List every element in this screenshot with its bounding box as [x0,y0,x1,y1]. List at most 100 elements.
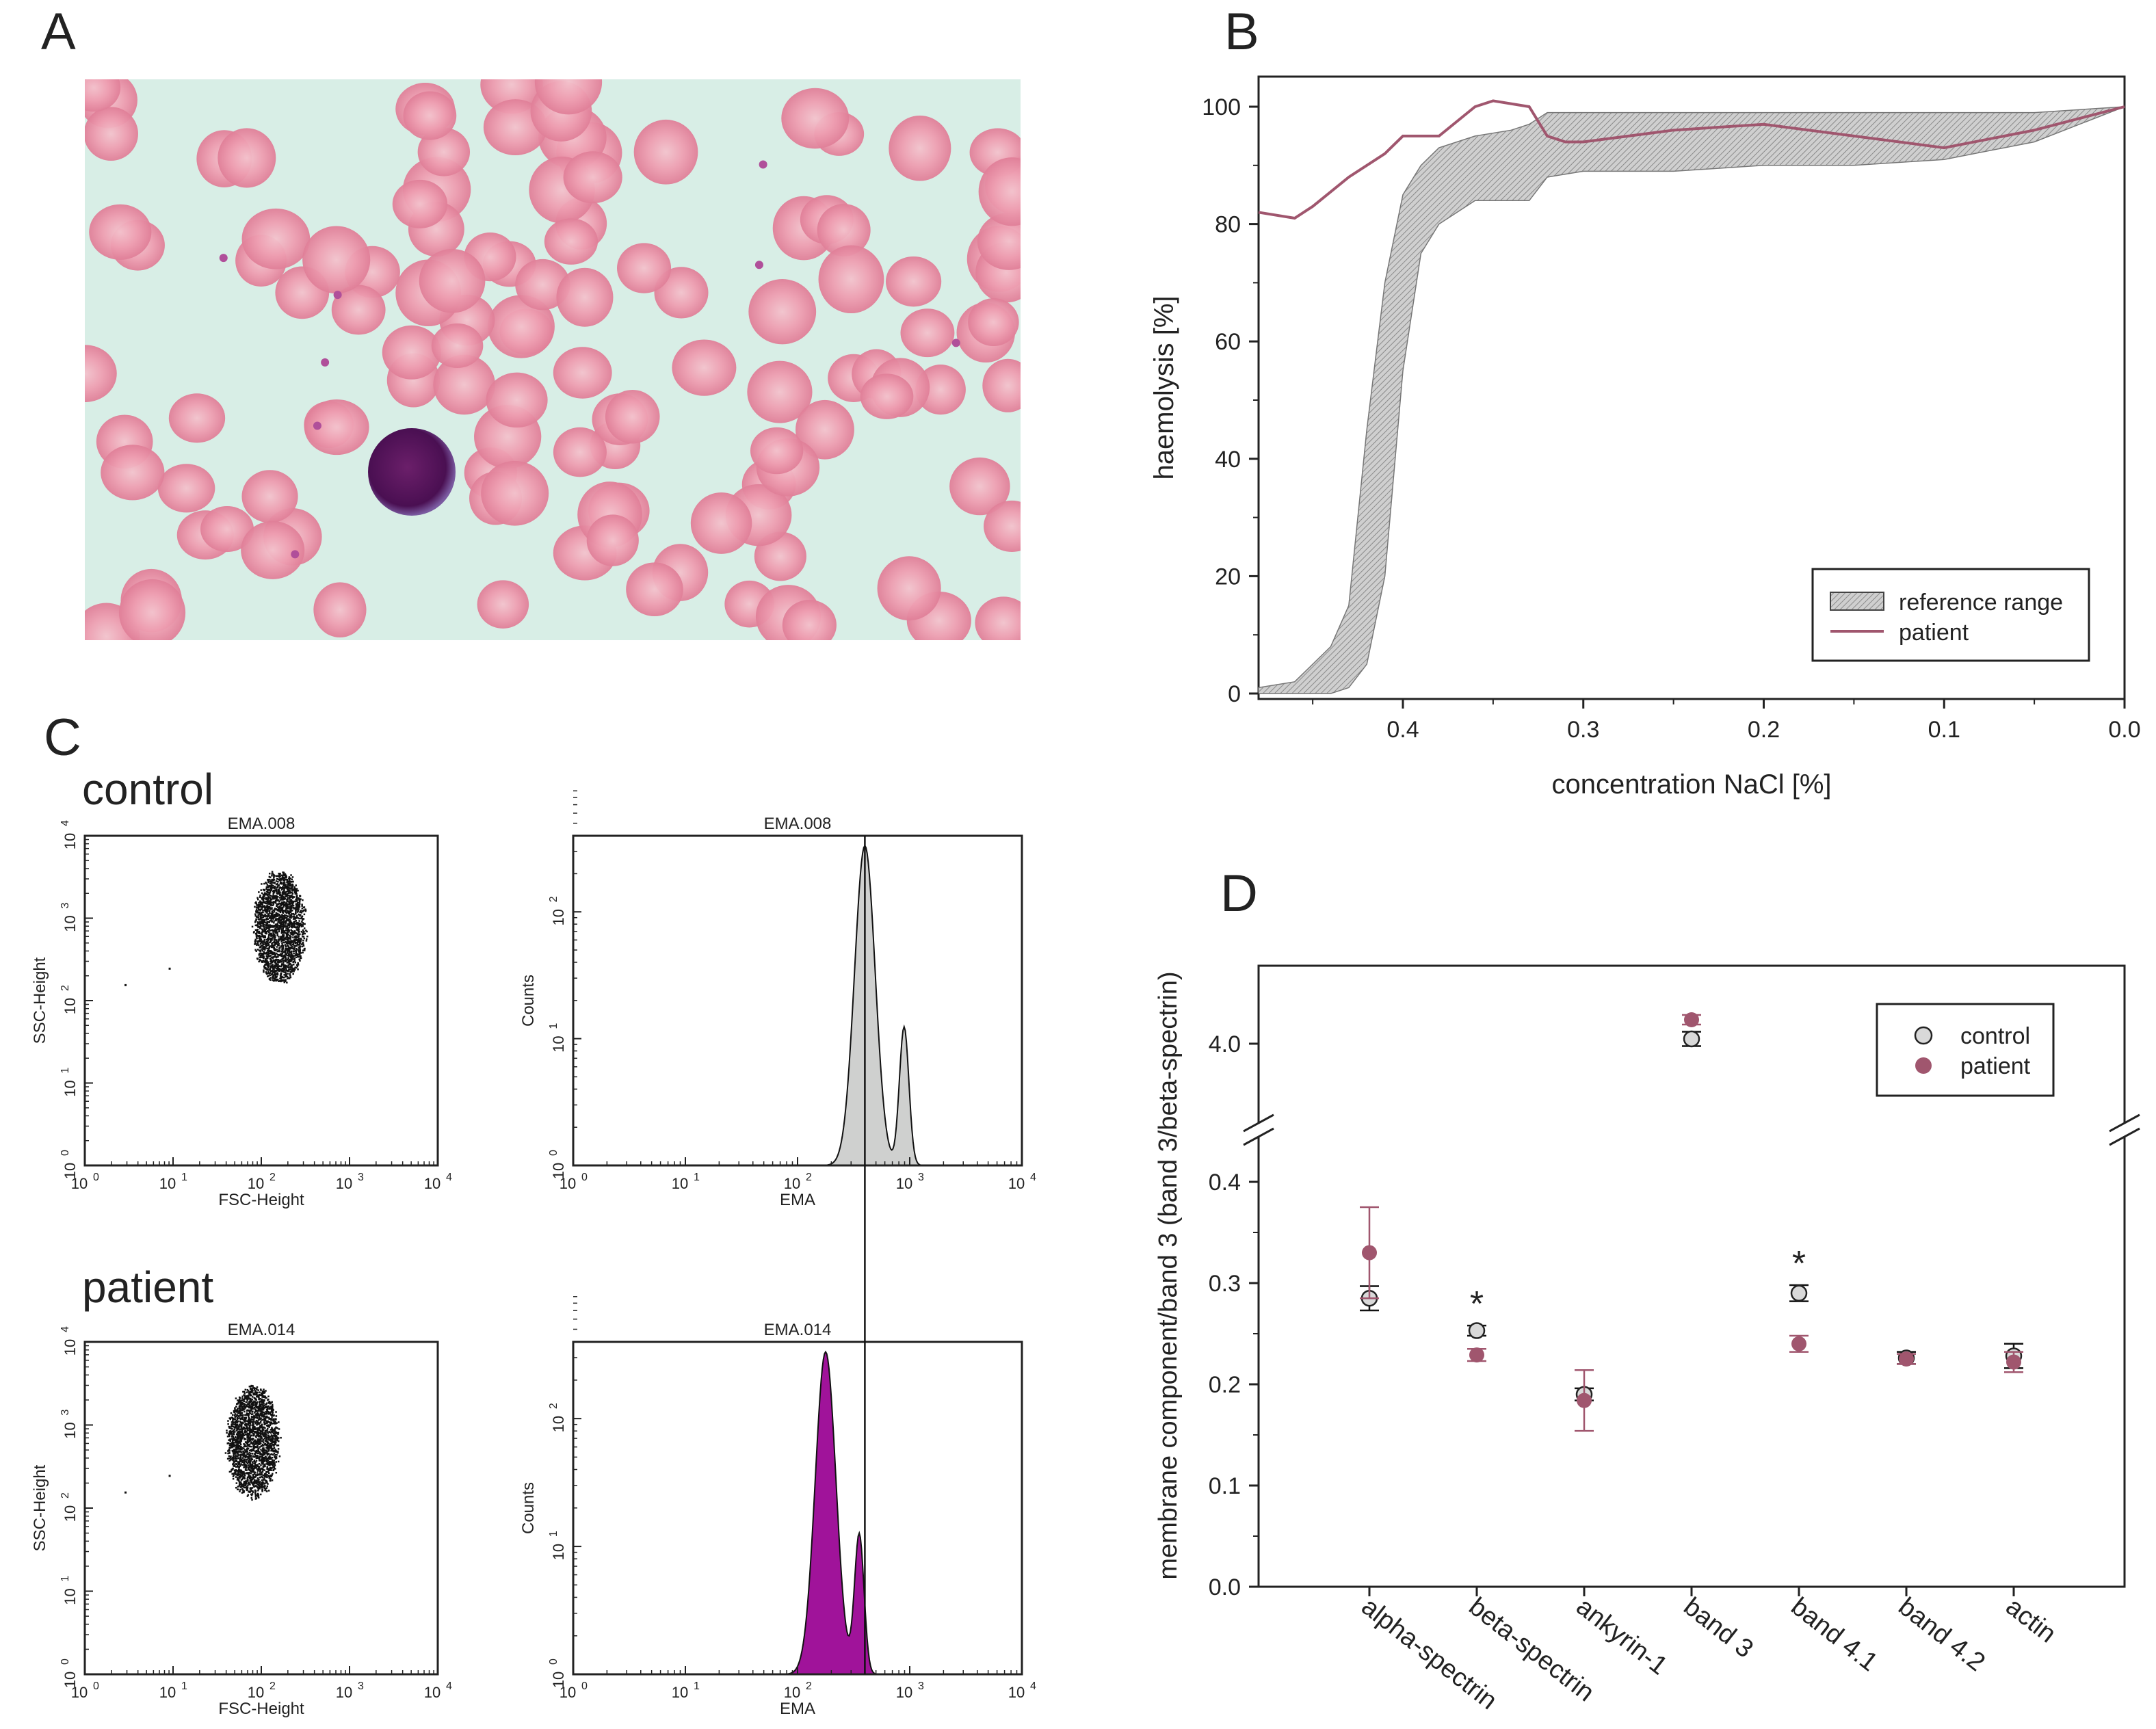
event-dot [259,1400,261,1402]
event-dot [272,977,274,979]
event-dot [266,904,268,907]
event-dot [259,913,261,916]
event-dot [262,1396,265,1398]
event-dot [270,938,272,940]
event-dot [233,1414,236,1416]
x-tick-label: ankyrin-1 [1570,1592,1672,1680]
event-dot [234,1422,237,1424]
event-dot [296,911,299,913]
event-dot [256,906,258,908]
event-dot [276,899,278,902]
event-dot [285,925,288,927]
panel-letter-d: D [1220,864,1258,923]
event-dot [282,969,285,971]
event-dot [305,929,307,932]
event-dot [244,1481,246,1483]
event-dot [256,924,258,926]
event-dot [232,1420,234,1422]
event-dot [271,1401,273,1403]
event-dot [267,921,270,923]
event-dot [287,947,290,950]
event-dot [283,874,286,877]
event-dot [268,934,270,936]
event-dot [259,923,261,925]
event-dot [255,902,258,905]
event-dot [278,900,280,903]
event-dot [265,947,267,949]
event-dot [282,938,285,940]
event-dot [299,910,302,912]
event-dot [276,926,278,928]
event-dot [258,940,261,942]
event-dot [266,891,269,894]
event-dot [263,966,265,968]
event-dot [260,1445,263,1447]
event-dot [262,899,265,901]
event-dot [257,928,259,931]
event-dot [285,947,287,950]
event-dot [239,1456,242,1458]
event-dot [282,929,284,932]
y-tick-label: 10 [62,1339,79,1356]
event-dot [263,1463,266,1466]
event-dot [254,1421,257,1423]
event-dot [272,945,274,947]
event-dot [259,901,262,903]
event-dot [255,1481,258,1483]
event-dot [230,1444,233,1447]
event-dot [261,914,263,916]
event-dot [285,875,287,877]
event-dot [248,1406,250,1409]
event-dot [263,915,265,918]
event-dot [297,922,299,924]
event-dot [280,928,282,930]
event-dot [278,980,281,982]
event-dot [248,1468,250,1471]
event-dot [240,1440,243,1442]
event-dot [265,1403,267,1405]
event-dot [289,901,291,903]
event-dot [278,942,280,945]
event-dot [267,1447,270,1449]
event-dot [256,958,259,960]
event-dot [235,1460,238,1462]
event-dot [291,923,293,925]
red-blood-cell [85,107,138,161]
event-dot [239,1438,241,1441]
event-dot [269,1446,271,1449]
event-dot [235,1454,237,1456]
event-dot [272,1438,274,1440]
red-blood-cell [331,285,386,335]
event-dot [256,1392,258,1394]
event-dot [257,1479,259,1481]
event-dot [260,908,262,910]
event-dot [280,950,282,953]
event-dot [265,955,268,957]
event-dot [293,938,295,940]
event-dot [282,912,285,914]
event-dot [270,901,273,903]
event-dot [275,959,277,961]
event-dot [235,1449,237,1451]
event-dot [242,1414,244,1416]
event-dot [261,1393,264,1395]
event-dot [292,955,294,958]
event-dot [270,979,272,981]
event-dot [280,925,282,927]
event-dot [259,1401,261,1404]
red-blood-cell [534,79,603,115]
event-dot [258,931,260,934]
red-blood-cell [241,520,305,579]
event-dot [286,962,289,964]
event-dot [271,1417,273,1419]
event-dot [300,943,303,945]
event-dot [241,1397,244,1399]
event-dot [271,871,274,873]
y-axis-label: Counts [519,1482,538,1534]
event-dot [282,934,284,936]
event-dot [297,949,300,951]
event-dot [269,1466,272,1469]
event-dot [283,981,286,984]
event-dot [279,875,282,877]
event-dot [265,1436,267,1438]
